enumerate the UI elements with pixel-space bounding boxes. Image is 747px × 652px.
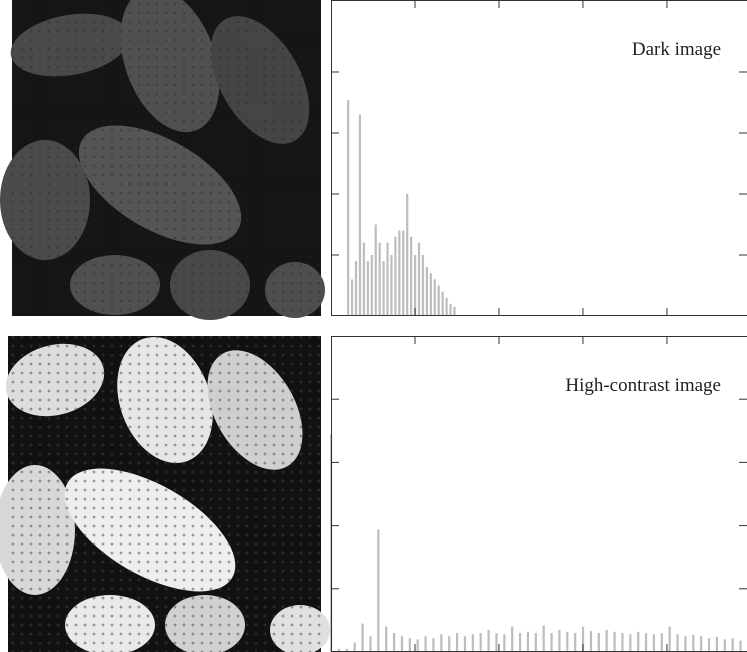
bar — [375, 224, 377, 316]
bar — [432, 638, 434, 652]
bar — [386, 243, 388, 316]
bar — [692, 635, 694, 652]
bar — [684, 636, 686, 652]
bar — [377, 529, 379, 652]
bar — [511, 627, 513, 652]
high-contrast-image — [0, 324, 330, 652]
bar — [354, 643, 356, 652]
bar — [367, 261, 369, 316]
bar — [379, 243, 381, 316]
bar — [390, 255, 392, 316]
bar — [438, 285, 440, 316]
bar — [621, 633, 623, 652]
bar — [442, 292, 444, 316]
chart-title: High-contrast image — [565, 375, 721, 396]
bar — [430, 273, 432, 316]
bar — [359, 115, 361, 316]
bar — [700, 636, 702, 652]
bar — [558, 630, 560, 652]
bar — [448, 636, 450, 652]
bar — [724, 639, 726, 652]
bar — [550, 633, 552, 652]
bar — [464, 636, 466, 652]
bar — [351, 279, 353, 316]
bar — [417, 639, 419, 652]
bar — [406, 194, 408, 316]
bar — [434, 279, 436, 316]
bar — [409, 638, 411, 652]
bar — [598, 633, 600, 652]
bar — [418, 243, 420, 316]
bar — [445, 298, 447, 316]
bar — [393, 633, 395, 652]
bar — [401, 636, 403, 652]
bar — [645, 633, 647, 652]
bar — [480, 633, 482, 652]
bar — [414, 255, 416, 316]
bar — [371, 255, 373, 316]
bar — [574, 633, 576, 652]
bar — [606, 630, 608, 652]
bar — [708, 638, 710, 652]
bar — [519, 633, 521, 652]
dark-image — [0, 0, 330, 320]
bar — [739, 641, 741, 652]
bar — [669, 627, 671, 652]
bar — [440, 634, 442, 652]
bar — [590, 631, 592, 652]
bar — [453, 307, 455, 316]
bar — [398, 231, 400, 316]
bar — [629, 634, 631, 652]
bar — [361, 624, 363, 652]
bar — [369, 636, 371, 652]
bar — [382, 261, 384, 316]
bar — [422, 255, 424, 316]
bar — [355, 261, 357, 316]
bar — [487, 630, 489, 652]
bar — [613, 632, 615, 652]
bar — [527, 632, 529, 652]
bar — [394, 237, 396, 316]
bar — [402, 231, 404, 316]
bar — [347, 100, 349, 316]
bar — [363, 243, 365, 316]
bar — [449, 304, 451, 316]
bar — [535, 633, 537, 652]
bar — [637, 632, 639, 652]
bar — [426, 267, 428, 316]
bar — [495, 633, 497, 652]
bar — [653, 634, 655, 652]
bar — [410, 237, 412, 316]
chart-title: Dark image — [632, 39, 721, 60]
bar — [385, 627, 387, 652]
bar — [456, 633, 458, 652]
bar — [424, 636, 426, 652]
figure: Dark image High-contrast image — [0, 0, 747, 652]
bar — [503, 634, 505, 652]
bar — [472, 634, 474, 652]
bar — [661, 633, 663, 652]
bar — [676, 634, 678, 652]
bar — [566, 632, 568, 652]
bar — [732, 638, 734, 652]
bar — [716, 637, 718, 652]
bar — [543, 625, 545, 652]
